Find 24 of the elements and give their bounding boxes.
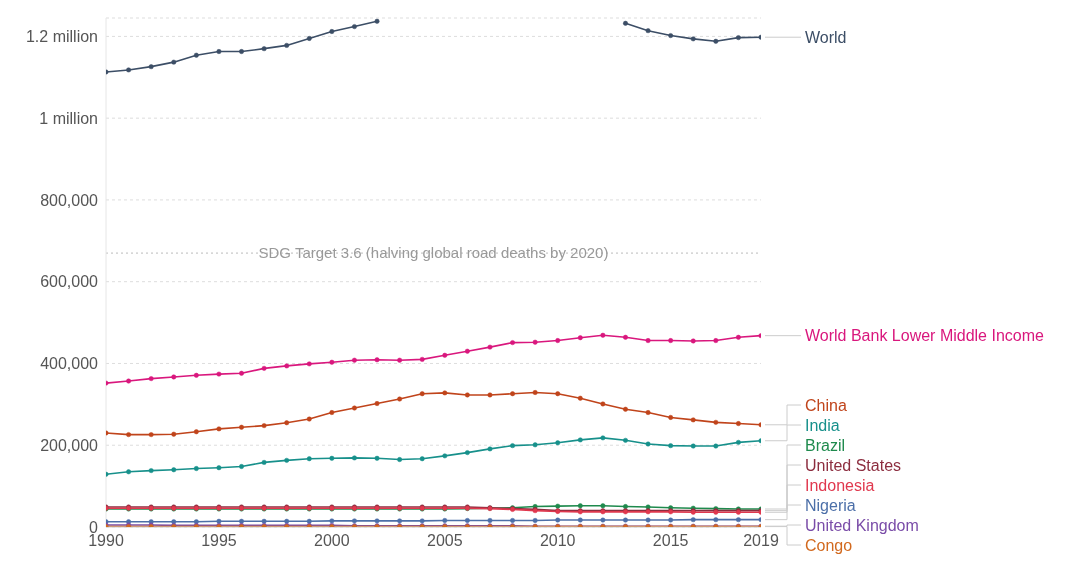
text: World	[805, 28, 847, 46]
text: Brazil	[805, 436, 846, 454]
text: World Bank Lower Middle Income	[805, 327, 1045, 345]
x-tick-label: 2000	[314, 532, 350, 550]
text: United Kingdom	[805, 516, 919, 534]
x-tick-label: 1995	[201, 532, 237, 550]
y-tick-label: 1 million	[39, 109, 98, 127]
y-tick-label: 200,000	[40, 436, 99, 454]
text: United States	[805, 456, 902, 474]
text: China	[805, 396, 847, 414]
x-tick-label: 2005	[427, 532, 463, 550]
y-tick-label: 400,000	[40, 355, 99, 373]
text: Congo	[805, 536, 853, 554]
ref-line-label: SDG Target 3.6 (halving global road deaths by 2020)	[258, 244, 609, 262]
y-tick-label: 600,000	[40, 273, 99, 291]
x-tick-label: 2015	[652, 532, 689, 550]
text: Indonesia	[805, 476, 875, 494]
x-tick-label: 2019	[743, 532, 779, 550]
x-tick-label: 1990	[88, 532, 124, 550]
y-tick-label: 800,000	[40, 191, 99, 209]
x-tick-label: 2010	[539, 532, 576, 550]
y-tick-label: 1.2 million	[25, 28, 98, 46]
text: India	[805, 416, 840, 434]
text: Nigeria	[805, 496, 856, 514]
